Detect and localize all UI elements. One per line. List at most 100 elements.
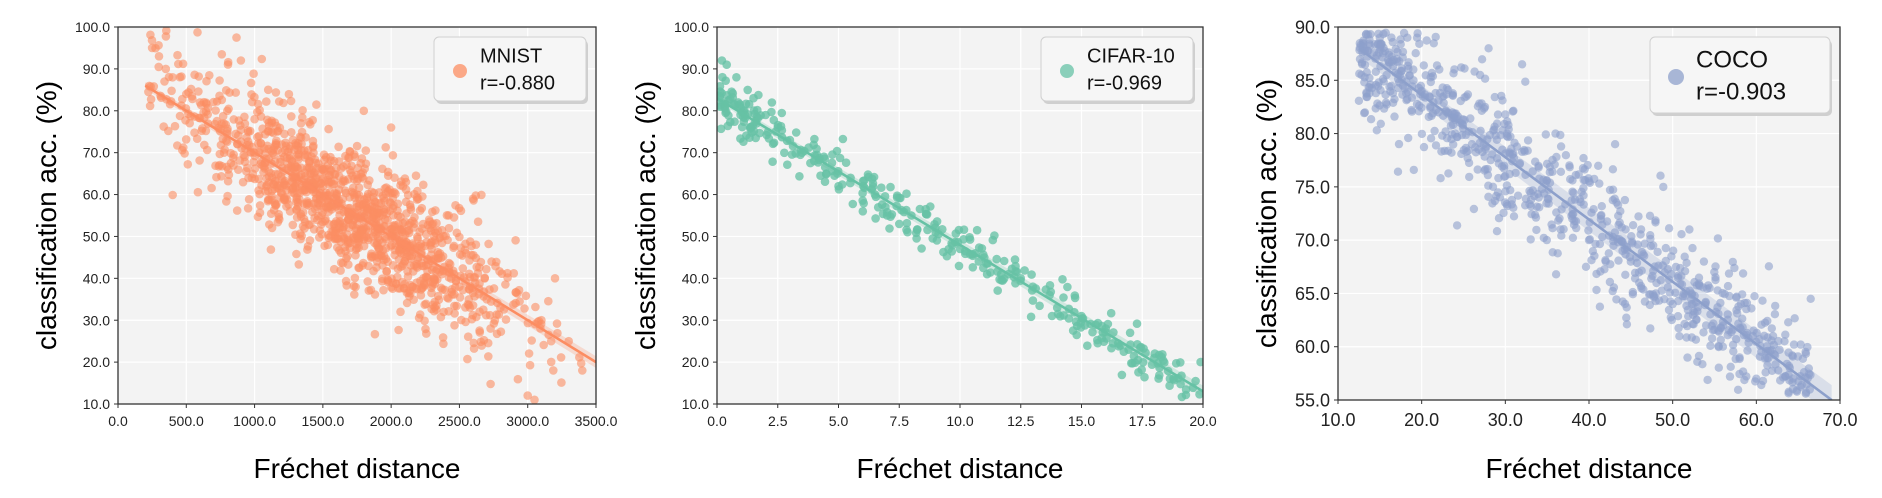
data-point — [1441, 127, 1450, 136]
data-point — [858, 207, 868, 216]
y-tick-label: 100.0 — [674, 19, 709, 35]
data-point — [767, 98, 777, 107]
x-tick-label: 30.0 — [1488, 410, 1523, 430]
data-point — [267, 223, 277, 233]
data-point — [261, 187, 270, 196]
data-point — [902, 189, 911, 198]
data-point — [1551, 270, 1561, 279]
data-point — [288, 220, 298, 230]
data-point — [387, 225, 397, 234]
data-point — [1789, 340, 1799, 349]
data-point — [410, 261, 419, 270]
data-point — [475, 326, 484, 335]
x-tick-label: 70.0 — [1822, 410, 1857, 430]
data-point — [292, 249, 301, 259]
data-point — [1784, 387, 1793, 396]
data-point — [734, 101, 743, 111]
confidence-band — [1358, 39, 1832, 400]
data-point — [428, 300, 438, 310]
data-point — [388, 284, 397, 294]
data-point — [1609, 283, 1619, 292]
data-point — [489, 284, 499, 293]
data-point — [378, 246, 388, 255]
data-point — [366, 285, 376, 295]
data-point — [1771, 301, 1780, 311]
data-point — [223, 176, 233, 186]
data-point — [1450, 65, 1459, 74]
data-point — [427, 237, 437, 246]
data-point — [1568, 214, 1577, 223]
data-point — [810, 134, 819, 144]
data-point — [1140, 372, 1149, 382]
data-point — [1476, 126, 1485, 135]
chart-coco: 10.0 20.0 30.0 40.0 50.0 60.0 70.0 55.0 60.0 65.0… — [1251, 17, 1858, 484]
data-point — [398, 182, 408, 191]
data-point — [1735, 353, 1744, 362]
data-point — [1510, 138, 1519, 147]
data-point — [393, 264, 403, 274]
data-point — [1579, 200, 1588, 209]
data-point — [415, 310, 425, 319]
data-point — [439, 339, 448, 349]
data-point — [768, 157, 777, 166]
data-point — [323, 175, 333, 185]
y-tick-label: 65.0 — [1295, 284, 1330, 304]
data-point — [293, 188, 302, 198]
data-point — [1490, 196, 1500, 206]
data-point — [744, 99, 754, 109]
data-point — [523, 391, 532, 400]
data-point — [722, 60, 731, 69]
data-point — [457, 315, 466, 325]
data-point — [1711, 262, 1720, 271]
data-point — [304, 201, 314, 210]
data-point — [527, 336, 536, 345]
data-point — [154, 52, 164, 61]
data-point — [198, 124, 207, 133]
data-point — [1534, 193, 1544, 202]
data-point — [1568, 176, 1577, 185]
data-point — [730, 117, 739, 126]
data-point — [1528, 167, 1537, 176]
data-point — [1755, 335, 1764, 344]
data-point — [1622, 320, 1632, 329]
x-tick-label: 20.0 — [1189, 413, 1216, 429]
data-point — [1366, 30, 1375, 39]
data-point — [408, 216, 417, 226]
data-point — [1752, 374, 1761, 383]
data-point — [780, 148, 789, 158]
data-point — [221, 86, 231, 95]
data-point — [537, 315, 546, 325]
x-tick-label: 15.0 — [1068, 413, 1095, 429]
data-point — [193, 28, 202, 37]
axes-frame — [117, 26, 597, 405]
data-point — [444, 211, 453, 220]
data-point — [463, 300, 473, 309]
data-point — [972, 225, 982, 235]
data-point — [1728, 340, 1738, 349]
data-point — [515, 297, 524, 306]
data-point — [1738, 367, 1748, 376]
data-point — [932, 217, 942, 226]
data-point — [1028, 296, 1038, 305]
data-point — [352, 141, 362, 151]
data-point — [1647, 274, 1656, 283]
data-point — [354, 263, 363, 273]
data-point — [443, 235, 452, 245]
data-point — [993, 286, 1002, 295]
x-tick-label: 10.0 — [946, 413, 973, 429]
data-point — [1404, 58, 1413, 67]
data-point — [1499, 164, 1509, 173]
data-point — [415, 206, 425, 215]
y-tick-label: 55.0 — [1295, 390, 1330, 410]
legend-series-name: MNIST — [480, 46, 542, 68]
data-point — [1452, 221, 1462, 230]
x-tick-label: 7.5 — [890, 413, 910, 429]
data-point — [470, 292, 479, 301]
data-point — [300, 146, 309, 155]
data-point — [363, 277, 373, 286]
data-point — [383, 171, 393, 180]
data-point — [1618, 246, 1627, 255]
data-point — [1129, 351, 1139, 361]
data-point — [1402, 89, 1411, 98]
data-point — [309, 148, 318, 158]
